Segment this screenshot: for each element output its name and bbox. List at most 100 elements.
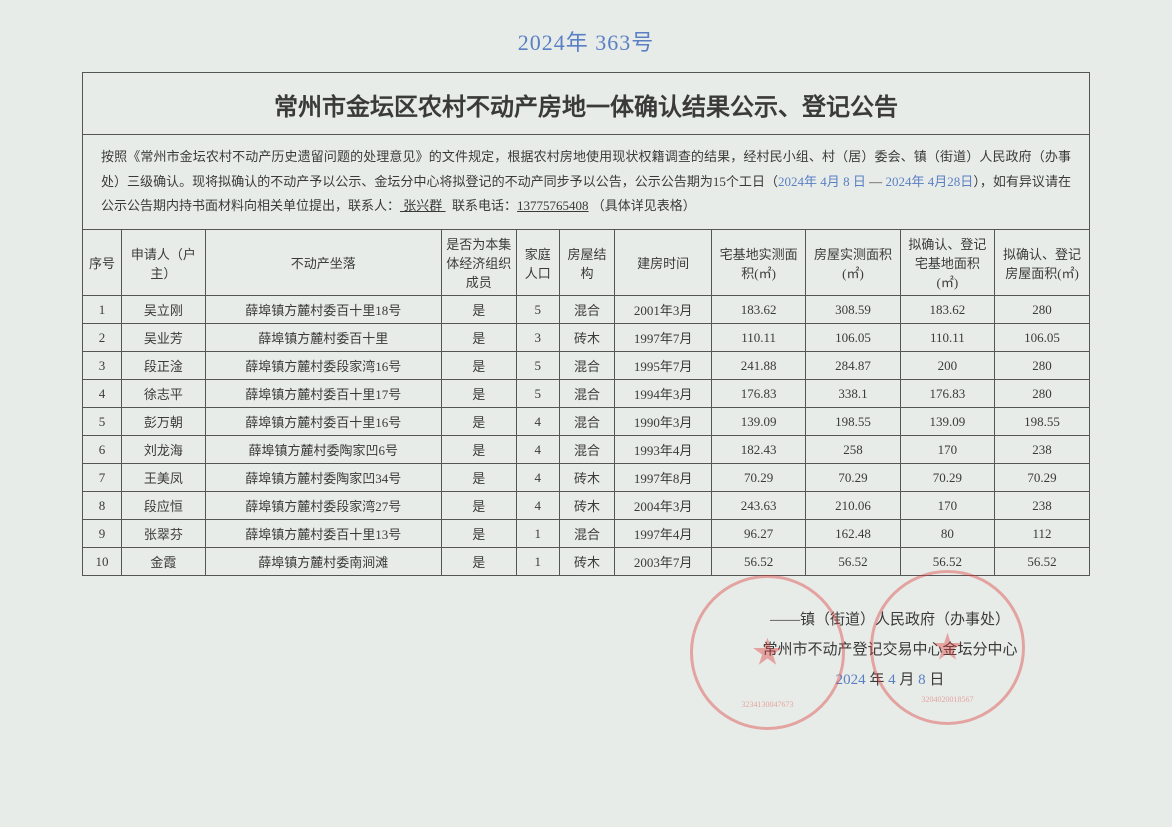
table-row: 6刘龙海薛埠镇方麓村委陶家凹6号是4混合1993年4月182.432581702… <box>83 436 1089 464</box>
cell-land-measured: 139.09 <box>711 408 805 436</box>
cell-struct: 混合 <box>559 436 615 464</box>
cell-land-confirm: 139.09 <box>900 408 994 436</box>
cell-member: 是 <box>441 408 516 436</box>
cell-land-measured: 183.62 <box>711 296 805 324</box>
cell-land-confirm: 110.11 <box>900 324 994 352</box>
cell-land-measured: 70.29 <box>711 464 805 492</box>
cell-member: 是 <box>441 436 516 464</box>
cell-pop: 5 <box>516 352 559 380</box>
cell-seq: 3 <box>83 352 122 380</box>
table-row: 1吴立刚薛埠镇方麓村委百十里18号是5混合2001年3月183.62308.59… <box>83 296 1089 324</box>
cell-house-confirm: 106.05 <box>995 324 1089 352</box>
cell-house-confirm: 112 <box>995 520 1089 548</box>
table-row: 10金霞薛埠镇方麓村委南涧滩是1砖木2003年7月56.5256.5256.52… <box>83 548 1089 576</box>
table-row: 9张翠芬薛埠镇方麓村委百十里13号是1混合1997年4月96.27162.488… <box>83 520 1089 548</box>
cell-house-measured: 106.05 <box>806 324 900 352</box>
cell-name: 吴业芳 <box>122 324 206 352</box>
cell-addr: 薛埠镇方麓村委百十里16号 <box>205 408 441 436</box>
footer-day: 8 <box>918 672 926 688</box>
cell-pop: 1 <box>516 520 559 548</box>
cell-land-confirm: 56.52 <box>900 548 994 576</box>
cell-house-measured: 162.48 <box>806 520 900 548</box>
header-house-measured: 房屋实测面积(㎡) <box>806 230 900 296</box>
cell-seq: 5 <box>83 408 122 436</box>
cell-date: 1994年3月 <box>615 380 712 408</box>
cell-house-measured: 70.29 <box>806 464 900 492</box>
footer-date: 2024 年 4 月 8 日 <box>700 665 1080 695</box>
contact-name: 张兴群 <box>400 198 446 213</box>
cell-land-confirm: 176.83 <box>900 380 994 408</box>
cell-pop: 4 <box>516 436 559 464</box>
cell-land-confirm: 170 <box>900 436 994 464</box>
cell-addr: 薛埠镇方麓村委段家湾27号 <box>205 492 441 520</box>
cell-addr: 薛埠镇方麓村委陶家凹6号 <box>205 436 441 464</box>
footer-line1: ——镇（街道）人民政府（办事处） <box>700 605 1080 635</box>
cell-house-measured: 258 <box>806 436 900 464</box>
cell-member: 是 <box>441 352 516 380</box>
cell-pop: 1 <box>516 548 559 576</box>
cell-house-confirm: 238 <box>995 436 1089 464</box>
footer-month-label: 月 <box>896 672 919 688</box>
cell-seq: 8 <box>83 492 122 520</box>
cell-addr: 薛埠镇方麓村委段家湾16号 <box>205 352 441 380</box>
cell-name: 彭万朝 <box>122 408 206 436</box>
cell-name: 刘龙海 <box>122 436 206 464</box>
cell-pop: 5 <box>516 296 559 324</box>
cell-land-confirm: 200 <box>900 352 994 380</box>
cell-seq: 4 <box>83 380 122 408</box>
cell-struct: 砖木 <box>559 464 615 492</box>
cell-date: 1997年4月 <box>615 520 712 548</box>
cell-seq: 2 <box>83 324 122 352</box>
cell-date: 2003年7月 <box>615 548 712 576</box>
cell-name: 段应恒 <box>122 492 206 520</box>
cell-pop: 3 <box>516 324 559 352</box>
cell-member: 是 <box>441 324 516 352</box>
cell-date: 2004年3月 <box>615 492 712 520</box>
cell-house-measured: 198.55 <box>806 408 900 436</box>
cell-addr: 薛埠镇方麓村委百十里 <box>205 324 441 352</box>
cell-addr: 薛埠镇方麓村委陶家凹34号 <box>205 464 441 492</box>
cell-house-confirm: 56.52 <box>995 548 1089 576</box>
cell-struct: 混合 <box>559 408 615 436</box>
cell-addr: 薛埠镇方麓村委百十里17号 <box>205 380 441 408</box>
cell-addr: 薛埠镇方麓村委百十里18号 <box>205 296 441 324</box>
data-table: 序号 申请人（户主） 不动产坐落 是否为本集体经济组织成员 家庭人口 房屋结构 … <box>83 230 1089 575</box>
footer-year-label: 年 <box>866 672 889 688</box>
cell-house-measured: 56.52 <box>806 548 900 576</box>
cell-date: 1993年4月 <box>615 436 712 464</box>
cell-house-measured: 284.87 <box>806 352 900 380</box>
cell-house-confirm: 70.29 <box>995 464 1089 492</box>
cell-struct: 砖木 <box>559 492 615 520</box>
cell-struct: 砖木 <box>559 324 615 352</box>
cell-land-confirm: 80 <box>900 520 994 548</box>
table-header-row: 序号 申请人（户主） 不动产坐落 是否为本集体经济组织成员 家庭人口 房屋结构 … <box>83 230 1089 296</box>
cell-house-confirm: 280 <box>995 296 1089 324</box>
footer-day-label: 日 <box>926 672 945 688</box>
table-row: 8段应恒薛埠镇方麓村委段家湾27号是4砖木2004年3月243.63210.06… <box>83 492 1089 520</box>
intro-date-end: 2024年 4月28日 <box>885 174 973 189</box>
cell-struct: 混合 <box>559 520 615 548</box>
intro-date-start: 2024年 4月 8 日 <box>778 174 866 189</box>
cell-land-measured: 96.27 <box>711 520 805 548</box>
cell-struct: 混合 <box>559 296 615 324</box>
cell-pop: 5 <box>516 380 559 408</box>
cell-pop: 4 <box>516 408 559 436</box>
cell-date: 1997年7月 <box>615 324 712 352</box>
cell-land-confirm: 170 <box>900 492 994 520</box>
cell-name: 徐志平 <box>122 380 206 408</box>
cell-land-measured: 176.83 <box>711 380 805 408</box>
cell-land-measured: 56.52 <box>711 548 805 576</box>
cell-land-measured: 241.88 <box>711 352 805 380</box>
document-title: 常州市金坛区农村不动产房地一体确认结果公示、登记公告 <box>83 73 1089 135</box>
intro-tail: （具体详见表格） <box>592 198 696 213</box>
footer-line2: 常州市不动产登记交易中心金坛分中心 <box>700 635 1080 665</box>
header-land-confirm: 拟确认、登记宅基地面积(㎡) <box>900 230 994 296</box>
header-applicant: 申请人（户主） <box>122 230 206 296</box>
cell-house-confirm: 238 <box>995 492 1089 520</box>
cell-name: 张翠芬 <box>122 520 206 548</box>
cell-house-measured: 308.59 <box>806 296 900 324</box>
cell-date: 1995年7月 <box>615 352 712 380</box>
cell-land-confirm: 183.62 <box>900 296 994 324</box>
cell-member: 是 <box>441 380 516 408</box>
cell-house-confirm: 280 <box>995 380 1089 408</box>
